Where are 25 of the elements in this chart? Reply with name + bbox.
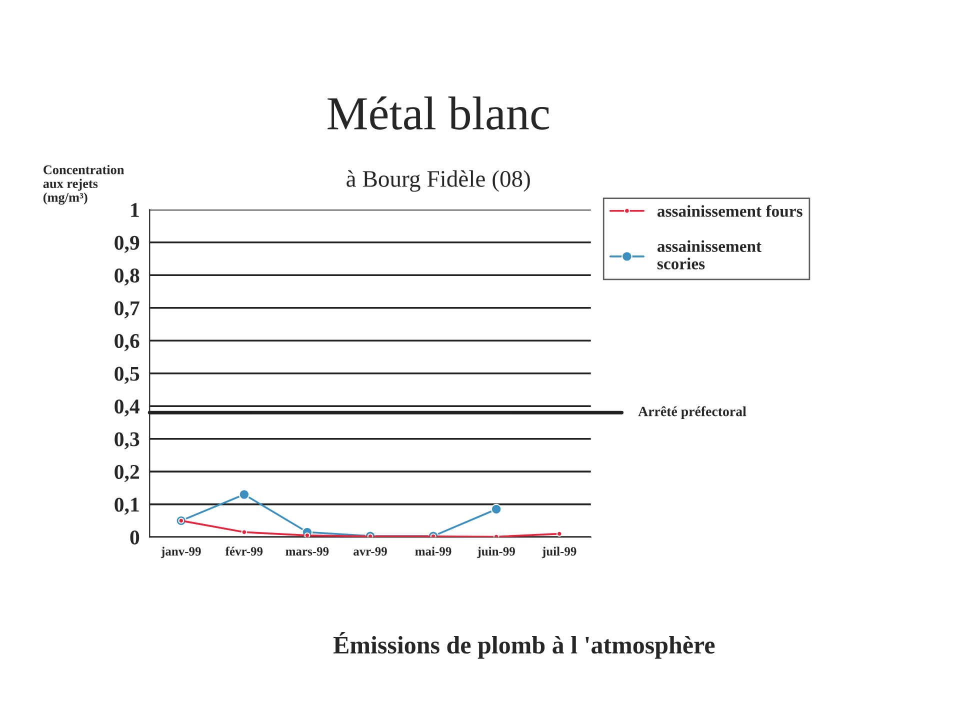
x-tick-label: févr-99 (225, 546, 263, 556)
y-tick-label: 0,7 (114, 301, 140, 318)
y-tick-label: 0 (130, 530, 140, 544)
y-tick-label: 0,5 (114, 366, 140, 384)
y-tick-label: 0,8 (114, 268, 140, 286)
chart-title: Métal blanc (328, 96, 550, 130)
x-tick-label: mars-99 (286, 547, 329, 556)
text: Émissions de plomb à l 'atmosphère (333, 632, 715, 659)
y-tick-label: 0,6 (114, 334, 140, 352)
chart-subtitle: à Bourg Fidèle (08) (346, 170, 530, 192)
x-tick-label: mai-99 (415, 546, 452, 556)
y-tick-label: 0,4 (114, 399, 140, 417)
x-tick-label: juin-99 (477, 546, 515, 558)
y-tick-label: 0,3 (114, 432, 140, 450)
y-tick-label: 0,1 (114, 498, 139, 515)
x-tick-label: juil-99 (542, 546, 576, 558)
x-tick-label: janv-99 (160, 546, 201, 558)
y-tick-label: 0,2 (114, 464, 140, 482)
legend-label: assainissement fours (657, 204, 802, 217)
ref-line-label: Arrêté préfectoral (638, 406, 746, 420)
y-tick-label: 1 (131, 203, 139, 217)
legend-label: assainissement scories (657, 240, 762, 270)
y-tick-label: 0,9 (114, 236, 140, 253)
x-tick-label: avr-99 (354, 547, 387, 556)
y-axis-title: Concentration aux rejets (mg/m³) (43, 164, 124, 205)
